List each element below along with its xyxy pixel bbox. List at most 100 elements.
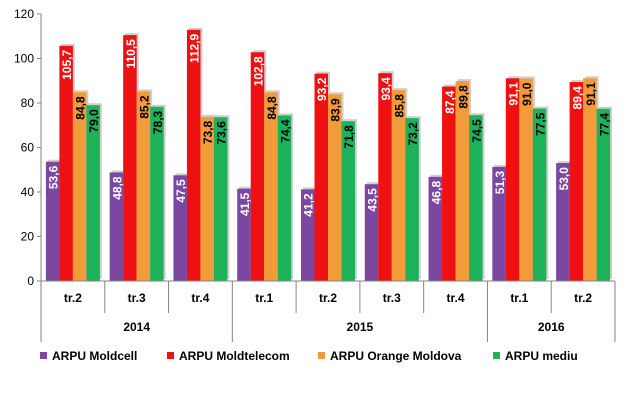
bar-data-label: 87,4	[443, 90, 457, 114]
bar-data-label: 71,8	[342, 125, 356, 149]
legend-swatch	[493, 352, 500, 359]
legend-label: ARPU Moldcell	[52, 349, 137, 363]
bar	[328, 94, 342, 281]
legend-label: ARPU Orange Moldova	[330, 349, 462, 363]
bar-data-label: 91,1	[507, 82, 521, 106]
y-tick-label: 60	[21, 141, 35, 155]
bar	[455, 81, 470, 281]
bar	[109, 172, 124, 281]
bar	[469, 115, 483, 281]
y-tick-label: 0	[27, 274, 34, 288]
bar-data-label: 77,4	[597, 112, 611, 136]
bar	[405, 118, 419, 281]
y-tick-label: 20	[21, 230, 35, 244]
bar	[45, 161, 60, 281]
bar-data-label: 93,4	[379, 77, 393, 101]
bar-data-label: 105,7	[60, 49, 74, 79]
bar	[492, 166, 506, 281]
bar-data-label: 51,3	[493, 171, 507, 195]
x-group-label: 2016	[538, 320, 565, 334]
bar	[86, 105, 100, 281]
bar	[442, 86, 456, 281]
bar-data-label: 73,8	[201, 120, 215, 144]
bar-data-label: 47,5	[174, 179, 188, 203]
bar	[569, 82, 584, 282]
bar	[532, 108, 547, 281]
bar-data-label: 77,5	[534, 112, 548, 136]
bar-data-label: 73,2	[406, 122, 420, 146]
y-tick-label: 120	[14, 7, 34, 21]
bar	[150, 106, 164, 281]
x-group-label: 2014	[123, 320, 150, 334]
bar-data-label: 91,0	[520, 82, 534, 106]
bar-data-label: 78,3	[151, 110, 165, 134]
bar	[173, 175, 187, 281]
bar	[277, 115, 292, 282]
legend-swatch	[318, 352, 325, 359]
x-group-label: 2015	[347, 320, 374, 334]
bar	[72, 92, 87, 281]
bar-data-label: 53,6	[47, 165, 61, 189]
bar	[123, 35, 137, 282]
bar	[136, 91, 151, 282]
bar	[364, 184, 379, 281]
bar	[186, 29, 201, 281]
bar-data-label: 85,2	[137, 95, 151, 119]
bar	[213, 117, 228, 282]
bar	[505, 78, 520, 282]
bar-data-label: 83,9	[329, 98, 343, 122]
x-tick-label: tr.2	[319, 291, 337, 305]
x-tick-label: tr.2	[574, 291, 592, 305]
bar-data-label: 112,9	[188, 33, 202, 63]
bar	[250, 52, 265, 281]
x-tick-label: tr.4	[447, 291, 465, 305]
bar	[556, 163, 570, 281]
bar-data-label: 84,8	[74, 96, 88, 120]
bar-data-label: 43,5	[366, 188, 380, 212]
bar	[237, 188, 251, 281]
bar-data-label: 74,4	[278, 119, 292, 143]
bar-data-label: 89,4	[570, 86, 584, 110]
bar-data-label: 73,6	[215, 121, 229, 145]
bar-data-label: 46,8	[429, 181, 443, 205]
bar-data-label: 74,5	[470, 119, 484, 143]
bar	[583, 78, 597, 282]
legend-swatch	[167, 352, 174, 359]
bar	[596, 108, 611, 281]
y-tick-label: 40	[21, 185, 35, 199]
bar	[519, 78, 533, 282]
bar	[428, 176, 443, 281]
y-tick-label: 80	[21, 96, 35, 110]
chart-axes: 0 20 40 60 80 100 120	[14, 7, 42, 288]
bar-data-label: 41,5	[238, 192, 252, 216]
bar-data-label: 89,8	[456, 85, 470, 109]
x-tick-label: tr.4	[191, 291, 209, 305]
bar	[378, 73, 392, 281]
chart-legend: ARPU Moldcell ARPU Moldtelecom ARPU Orange…	[40, 349, 578, 363]
bar	[391, 90, 406, 281]
x-tick-label: tr.1	[255, 291, 273, 305]
legend-label: ARPU mediu	[505, 349, 578, 363]
x-tick-label: tr.3	[128, 291, 146, 305]
bar-data-label: 41,2	[302, 193, 316, 217]
x-axis: tr.2 tr.3 tr.4 tr.1 tr.2 tr.3 tr.4 tr.1 tr.2 2014…	[40, 280, 616, 342]
bar-data-label: 93,2	[315, 77, 329, 101]
legend-swatch	[40, 352, 47, 359]
x-tick-label: tr.3	[383, 291, 401, 305]
bar-data-label: 102,8	[251, 56, 265, 86]
bar-data-label: 85,8	[393, 94, 407, 118]
chart-bars	[45, 27, 613, 282]
legend-label: ARPU Moldtelecom	[179, 349, 290, 363]
x-tick-label: tr.2	[64, 291, 82, 305]
bar-data-label: 48,8	[110, 176, 124, 200]
x-tick-label: tr.1	[510, 291, 528, 305]
bar-data-label: 79,0	[87, 109, 101, 133]
bar	[264, 92, 278, 281]
bar-data-label: 84,8	[265, 96, 279, 120]
bar	[301, 189, 315, 281]
bar	[59, 45, 73, 281]
bar	[341, 121, 355, 282]
bar-data-label: 110,5	[124, 39, 138, 69]
y-tick-label: 100	[14, 52, 34, 66]
